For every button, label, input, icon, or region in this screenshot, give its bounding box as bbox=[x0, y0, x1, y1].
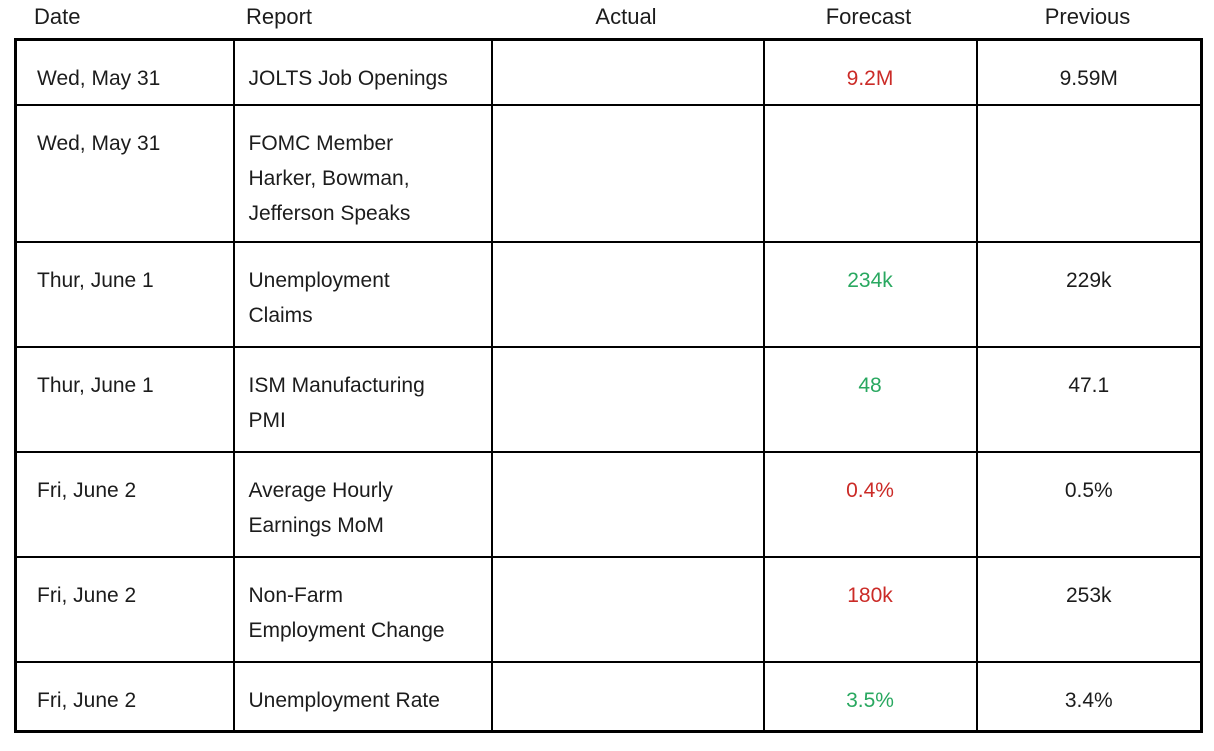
table-row: Fri, June 2 Unemployment Rate 3.5% 3.4% bbox=[14, 660, 1203, 733]
date-cell: Fri, June 2 bbox=[14, 660, 235, 733]
forecast-cell: 0.4% bbox=[762, 450, 978, 558]
actual-cell bbox=[490, 555, 765, 663]
forecast-cell: 234k bbox=[762, 240, 978, 348]
column-header-date: Date bbox=[34, 4, 81, 29]
column-header-forecast: Forecast bbox=[825, 4, 912, 29]
forecast-cell: 48 bbox=[762, 345, 978, 453]
previous-cell: 3.4% bbox=[975, 660, 1203, 733]
date-cell: Thur, June 1 bbox=[14, 240, 235, 348]
previous-cell: 253k bbox=[975, 555, 1203, 663]
column-header-actual: Actual bbox=[595, 4, 657, 29]
report-cell: Average Hourly Earnings MoM bbox=[232, 450, 493, 558]
actual-cell bbox=[490, 660, 765, 733]
table-row: Thur, June 1 ISM Manufacturing PMI 48 47… bbox=[14, 345, 1203, 453]
table-row: Thur, June 1 Unemployment Claims 234k 22… bbox=[14, 240, 1203, 348]
economic-calendar-table: Wed, May 31 JOLTS Job Openings 9.2M 9.59… bbox=[14, 38, 1203, 733]
actual-cell bbox=[490, 345, 765, 453]
previous-cell bbox=[975, 103, 1203, 243]
table-row: Fri, June 2 Non-Farm Employment Change 1… bbox=[14, 555, 1203, 663]
report-cell: ISM Manufacturing PMI bbox=[232, 345, 493, 453]
report-cell: Non-Farm Employment Change bbox=[232, 555, 493, 663]
previous-cell: 0.5% bbox=[975, 450, 1203, 558]
previous-cell: 229k bbox=[975, 240, 1203, 348]
report-cell: Unemployment Claims bbox=[232, 240, 493, 348]
previous-cell: 47.1 bbox=[975, 345, 1203, 453]
actual-cell bbox=[490, 38, 765, 106]
date-cell: Fri, June 2 bbox=[14, 555, 235, 663]
actual-cell bbox=[490, 240, 765, 348]
economic-calendar: Date Report Actual Forecast Previous Wed… bbox=[14, 0, 1203, 733]
table-row: Wed, May 31 FOMC Member Harker, Bowman, … bbox=[14, 103, 1203, 243]
date-cell: Wed, May 31 bbox=[14, 38, 235, 106]
report-cell: JOLTS Job Openings bbox=[232, 38, 493, 106]
forecast-cell: 3.5% bbox=[762, 660, 978, 733]
table-row: Fri, June 2 Average Hourly Earnings MoM … bbox=[14, 450, 1203, 558]
date-cell: Wed, May 31 bbox=[14, 103, 235, 243]
date-cell: Fri, June 2 bbox=[14, 450, 235, 558]
previous-cell: 9.59M bbox=[975, 38, 1203, 106]
report-cell: FOMC Member Harker, Bowman, Jefferson Sp… bbox=[232, 103, 493, 243]
column-header-report: Report bbox=[246, 4, 313, 29]
column-header-previous: Previous bbox=[1044, 4, 1131, 29]
actual-cell bbox=[490, 103, 765, 243]
forecast-cell bbox=[762, 103, 978, 243]
forecast-cell: 9.2M bbox=[762, 38, 978, 106]
date-cell: Thur, June 1 bbox=[14, 345, 235, 453]
actual-cell bbox=[490, 450, 765, 558]
column-header-row: Date Report Actual Forecast Previous bbox=[14, 0, 1200, 38]
forecast-cell: 180k bbox=[762, 555, 978, 663]
table-row: Wed, May 31 JOLTS Job Openings 9.2M 9.59… bbox=[14, 38, 1203, 106]
report-cell: Unemployment Rate bbox=[232, 660, 493, 733]
